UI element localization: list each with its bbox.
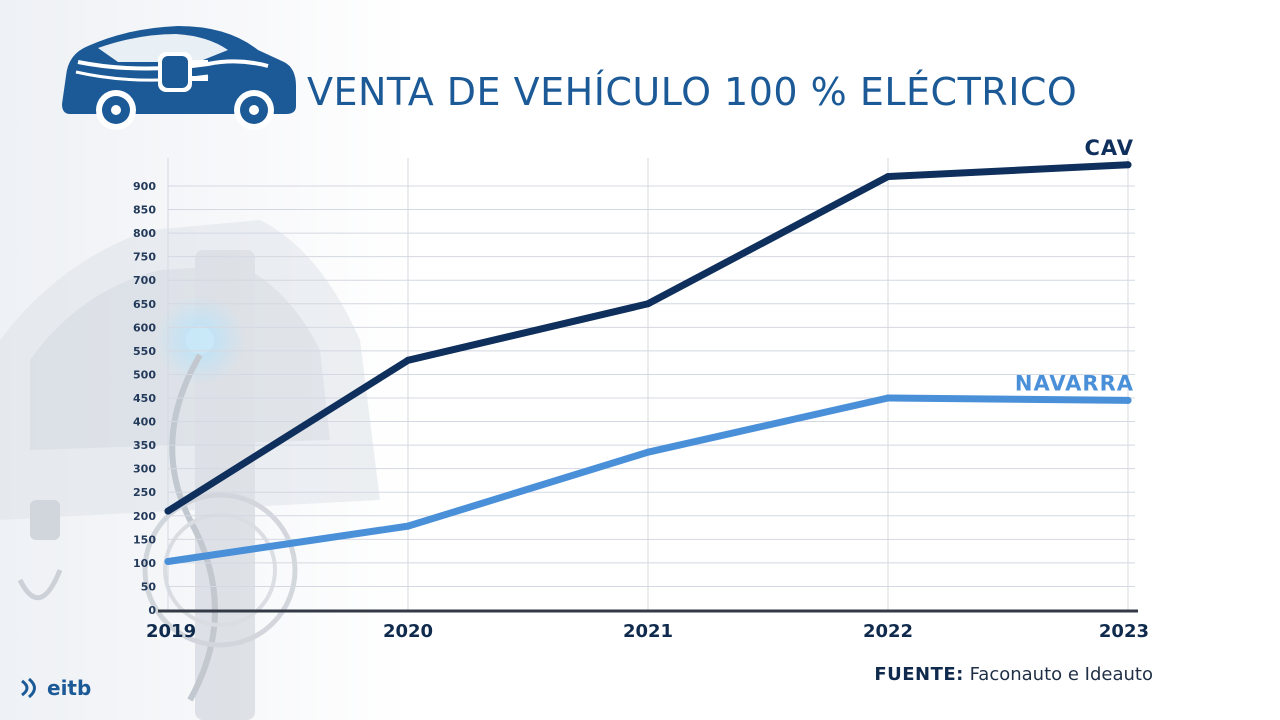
x-tick-label: 2023 bbox=[1099, 621, 1149, 642]
x-tick-label: 2021 bbox=[623, 621, 673, 642]
x-tick-label: 2020 bbox=[383, 621, 433, 642]
y-axis-ticks: 0 50 100 150 200 250 300 350 400 450 500 550 600 650 7… bbox=[133, 180, 156, 617]
series-lines bbox=[164, 161, 1132, 565]
y-tick-label: 200 bbox=[133, 510, 156, 523]
y-tick-label: 150 bbox=[133, 533, 156, 546]
data-point-navarra-2020 bbox=[404, 522, 412, 530]
data-point-cav-2021 bbox=[644, 300, 652, 308]
y-tick-label: 400 bbox=[133, 416, 156, 429]
x-tick-label: 2022 bbox=[863, 621, 913, 642]
y-tick-label: 350 bbox=[133, 439, 156, 452]
series-label-navarra: NAVARRA bbox=[1015, 371, 1134, 395]
data-point-cav-2023 bbox=[1124, 161, 1132, 169]
background-charging-car-illustration bbox=[0, 220, 380, 720]
y-tick-label: 50 bbox=[141, 580, 157, 593]
data-point-cav-2019 bbox=[164, 507, 172, 515]
data-point-cav-2022 bbox=[884, 173, 892, 181]
electric-car-plug-icon bbox=[62, 26, 296, 130]
y-tick-label: 300 bbox=[133, 463, 156, 476]
y-tick-label: 600 bbox=[133, 321, 156, 334]
data-point-navarra-2021 bbox=[644, 448, 652, 456]
series-labels: CAV NAVARRA bbox=[1015, 136, 1135, 396]
eitb-logo: eitb bbox=[18, 676, 91, 700]
series-label-cav: CAV bbox=[1085, 136, 1135, 160]
data-point-navarra-2019 bbox=[164, 557, 172, 565]
y-tick-label: 500 bbox=[133, 368, 156, 381]
y-tick-label: 0 bbox=[148, 604, 156, 617]
x-tick-label: 2019 bbox=[146, 621, 196, 642]
eitb-brand-text: eitb bbox=[47, 676, 92, 700]
data-point-navarra-2022 bbox=[884, 394, 892, 402]
y-tick-label: 650 bbox=[133, 298, 156, 311]
y-tick-label: 250 bbox=[133, 486, 156, 499]
y-tick-label: 850 bbox=[133, 204, 156, 217]
y-tick-label: 450 bbox=[133, 392, 156, 405]
y-tick-label: 700 bbox=[133, 274, 156, 287]
data-point-navarra-2023 bbox=[1124, 396, 1132, 404]
x-axis-ticks: 2019 2020 2021 2022 2023 bbox=[146, 621, 1149, 642]
data-point-cav-2020 bbox=[404, 356, 412, 364]
source-note: FUENTE: Faconauto e Ideauto bbox=[874, 664, 1153, 685]
eitb-wave-icon bbox=[21, 677, 36, 699]
source-label: FUENTE: bbox=[874, 664, 964, 685]
source-text: Faconauto e Ideauto bbox=[969, 664, 1153, 685]
y-tick-label: 550 bbox=[133, 345, 156, 358]
page-title: VENTA DE VEHÍCULO 100 % ELÉCTRICO bbox=[307, 70, 1078, 114]
y-tick-label: 900 bbox=[133, 180, 156, 193]
y-tick-label: 100 bbox=[133, 557, 156, 570]
y-tick-label: 750 bbox=[133, 251, 156, 264]
y-tick-label: 800 bbox=[133, 227, 156, 240]
